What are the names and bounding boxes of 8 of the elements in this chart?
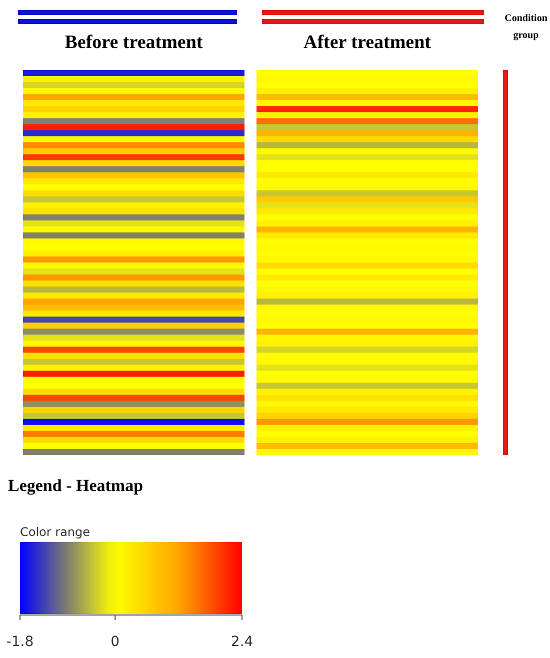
x-tick-label: Before treatment xyxy=(64,32,204,53)
color-bar-label: -1.8 xyxy=(6,634,34,650)
color-bar-title: Color range xyxy=(20,525,90,539)
color-bar-label: 2.4 xyxy=(230,634,254,650)
legend-title: Legend - Heatmap xyxy=(8,476,144,496)
color-bar-label: 0 xyxy=(110,634,120,650)
x-tick-label: After treatment xyxy=(304,32,432,53)
text: Condition group xyxy=(504,12,548,43)
